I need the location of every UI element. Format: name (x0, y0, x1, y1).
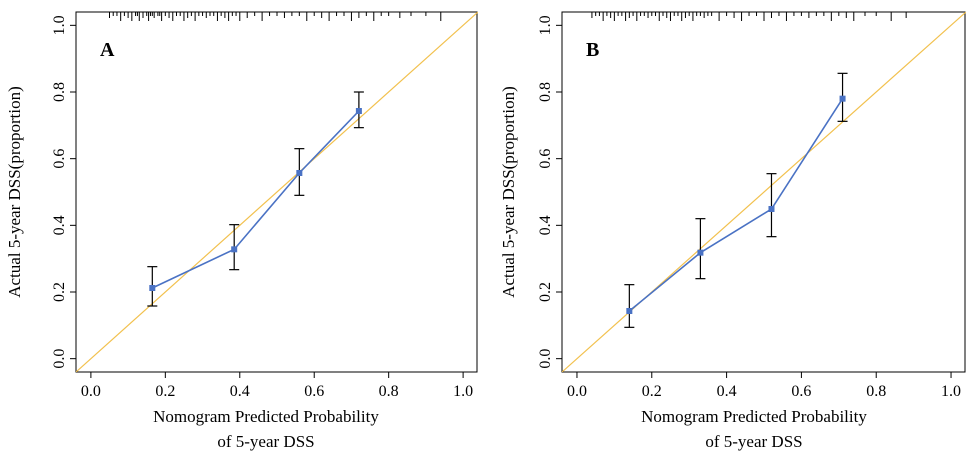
plot-area (76, 12, 478, 372)
y-tick-label: 0.2 (537, 282, 554, 302)
x-tick-label: 0.4 (717, 383, 737, 400)
y-axis-label: Actual 5-year DSS(proportion) (5, 86, 24, 298)
calibration-line (628, 98, 844, 312)
x-tick-label: 0.0 (81, 383, 101, 400)
data-point (296, 170, 303, 176)
x-tick-label: 0.6 (791, 383, 811, 400)
y-tick-label: 0.4 (51, 215, 68, 235)
x-tick-label: 1.0 (941, 383, 961, 400)
y-tick-label: 0.4 (537, 215, 554, 235)
data-point (626, 308, 633, 314)
calibration-panel-a: 0.0 0.2 0.4 0.6 0.8 1.0 0.0 0.2 0.4 0.6 0.8 1.0 Nomo… (5, 11, 478, 451)
y-tick-label: 0.2 (51, 282, 68, 302)
y-tick-label: 1.0 (51, 15, 68, 35)
y-tick-label: 0.8 (51, 82, 68, 102)
y-axis-label: Actual 5-year DSS(proportion) (499, 86, 518, 298)
x-tick-label: 0.2 (155, 383, 175, 400)
calibration-line (151, 110, 360, 289)
x-tick-label: 0.8 (379, 383, 399, 400)
x-tick-label: 0.2 (642, 383, 662, 400)
x-tick-label: 0.8 (866, 383, 886, 400)
plot-area (562, 12, 966, 372)
y-tick-label: 0.0 (51, 349, 68, 369)
data-point (768, 206, 775, 212)
x-axis-label-line-1: Nomogram Predicted Probability (641, 407, 867, 426)
x-tick-label: 0.0 (567, 383, 587, 400)
data-point (231, 246, 238, 253)
panel-label: B (586, 39, 599, 61)
y-tick-label: 0.0 (537, 349, 554, 369)
data-point (697, 249, 704, 256)
calibration-panel-b: 0.0 0.2 0.4 0.6 0.8 1.0 0.0 0.2 0.4 0.6 0.8 1.0 Nomo… (499, 11, 966, 451)
data-point (839, 95, 846, 102)
y-tick-label: 0.8 (537, 82, 554, 102)
ideal-reference-line (562, 12, 966, 372)
x-tick-label: 0.6 (304, 383, 324, 400)
y-tick-label: 0.6 (537, 149, 554, 169)
data-point (355, 108, 362, 114)
data-point (149, 285, 156, 291)
x-tick-label: 0.4 (230, 383, 250, 400)
x-axis-label-line-2: of 5-year DSS (217, 432, 314, 451)
panel-label: A (100, 39, 115, 61)
y-tick-label: 0.6 (51, 149, 68, 169)
y-tick-label: 1.0 (537, 15, 554, 35)
x-axis-label-line-2: of 5-year DSS (705, 432, 802, 451)
x-axis-label-line-1: Nomogram Predicted Probability (153, 407, 379, 426)
x-tick-label: 1.0 (453, 383, 473, 400)
ideal-reference-line (76, 12, 478, 372)
